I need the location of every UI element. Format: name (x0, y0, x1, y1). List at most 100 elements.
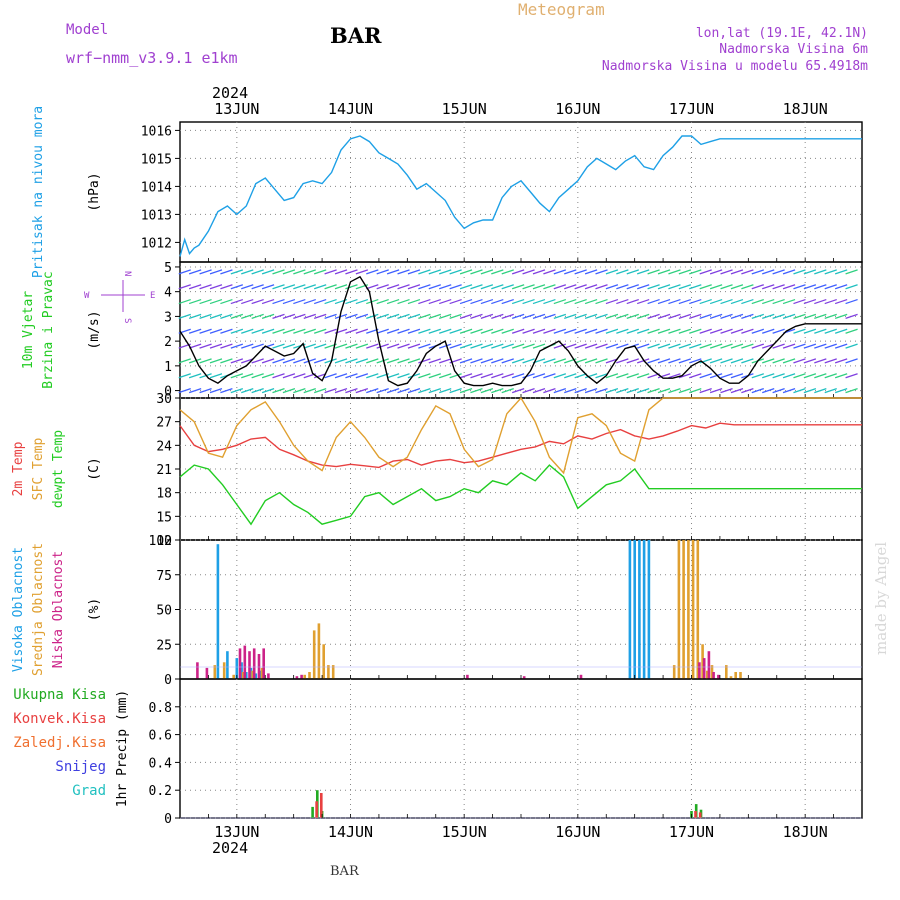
wind-arrow (407, 284, 421, 290)
precip-bar (698, 812, 702, 818)
wind-arrow (272, 313, 285, 320)
wind-arrow (793, 284, 806, 290)
wind-arrow (178, 358, 191, 364)
wind-arrow (803, 387, 817, 394)
wind-arrow (511, 387, 525, 394)
wind-arrow (418, 328, 431, 334)
wind-arrow (699, 343, 712, 349)
wind-arrow (470, 269, 483, 275)
wind-arrow (188, 343, 202, 349)
precip-legend-item: Ukupna Kisa (13, 687, 106, 703)
wind-arrow (584, 358, 598, 364)
wind-arrow (574, 298, 587, 305)
wind-arrow (501, 269, 514, 275)
clouds-ytick-label: 0 (164, 673, 172, 688)
wind-arrow (282, 373, 296, 379)
precip-ytick-label: 0 (164, 812, 172, 827)
wind-arrow (845, 373, 858, 379)
wind-arrow (334, 358, 348, 364)
temperature-ytick-label: 30 (156, 392, 172, 407)
wind-arrow (595, 269, 608, 275)
pressure-series-line (179, 135, 862, 257)
wind-arrow (616, 284, 629, 290)
wind-arrow (584, 343, 598, 349)
wind-arrow (845, 284, 858, 290)
clouds-bar (232, 674, 235, 679)
wind-arrow (668, 343, 681, 349)
temperature-ytick-label: 27 (156, 416, 172, 431)
wind-arrow (845, 298, 858, 305)
wind-arrow (584, 269, 598, 275)
wind-arrow (386, 298, 400, 305)
wind-arrow (636, 343, 650, 349)
clouds-bar (701, 644, 704, 680)
bottom-date-label: 16JUN (555, 823, 600, 841)
wind-arrow (553, 284, 567, 290)
clouds-bar (205, 667, 209, 679)
clouds-bar (739, 672, 742, 679)
temperature-ylabel: dewpt Temp (51, 430, 66, 508)
wind-arrow (803, 298, 817, 305)
wind-arrow (230, 343, 244, 349)
wind-arrow (220, 284, 233, 290)
wind-arrow (647, 298, 660, 305)
clouds-bar (267, 673, 270, 679)
wind-barbs (178, 269, 858, 394)
wind-arrow (386, 373, 400, 379)
wind-arrow (647, 313, 660, 320)
clouds-bar (691, 540, 695, 679)
wind-arrow (626, 313, 639, 320)
wind-arrow (762, 343, 775, 349)
wind-arrow (678, 343, 692, 349)
wind-arrow (793, 373, 806, 379)
precip-legend-item: Konvek.Kisa (13, 711, 106, 727)
wind-arrow (241, 313, 254, 320)
wind-arrow (553, 298, 567, 305)
clouds-bar (226, 651, 229, 679)
wind-arrow (845, 328, 858, 334)
wind-arrow (366, 298, 379, 305)
wind-arrow (376, 269, 389, 275)
model-name: wrf−nmm_v3.9.1 e1km (66, 49, 238, 67)
wind-arrow (324, 298, 337, 305)
wind-arrow (668, 298, 681, 305)
wind-arrow (824, 269, 837, 275)
wind-arrow (376, 328, 389, 334)
clouds-bar (238, 648, 242, 679)
wind-arrow (678, 313, 692, 320)
wind-arrow (334, 343, 348, 349)
wind-ytick-label: 1 (164, 360, 172, 375)
temperature-series-line (179, 464, 862, 526)
wind-arrow (730, 328, 744, 334)
clouds-bar (262, 648, 265, 679)
bottom-date-label: 17JUN (669, 823, 714, 841)
wind-arrow (303, 343, 316, 349)
clouds-bar (628, 540, 632, 679)
wind-arrow (261, 313, 275, 320)
wind-units: (m/s) (87, 310, 102, 349)
wind-arrow (532, 387, 546, 394)
wind-arrow (449, 328, 462, 334)
wind-arrow (313, 284, 327, 290)
wind-arrow (199, 343, 212, 349)
wind-arrow (449, 298, 462, 305)
wind-arrow (386, 284, 400, 290)
wind-arrow (209, 343, 223, 349)
wind-arrow (782, 373, 796, 379)
wind-arrow (366, 269, 379, 275)
clouds-bar (647, 540, 651, 679)
wind-arrow (355, 328, 369, 334)
wind-arrow (824, 298, 837, 305)
wind-arrow (355, 387, 369, 394)
wind-arrow (324, 358, 337, 364)
wind-arrow (741, 298, 754, 305)
clouds-bar (522, 676, 526, 679)
wind-arrow (647, 284, 660, 290)
wind-arrow (626, 328, 639, 334)
wind-arrow (657, 343, 671, 349)
watermark: made by Angel (872, 542, 890, 655)
wind-arrow (605, 373, 619, 379)
wind-arrow (220, 343, 233, 349)
temperature-series-line (179, 396, 862, 475)
wind-arrow (459, 284, 473, 290)
